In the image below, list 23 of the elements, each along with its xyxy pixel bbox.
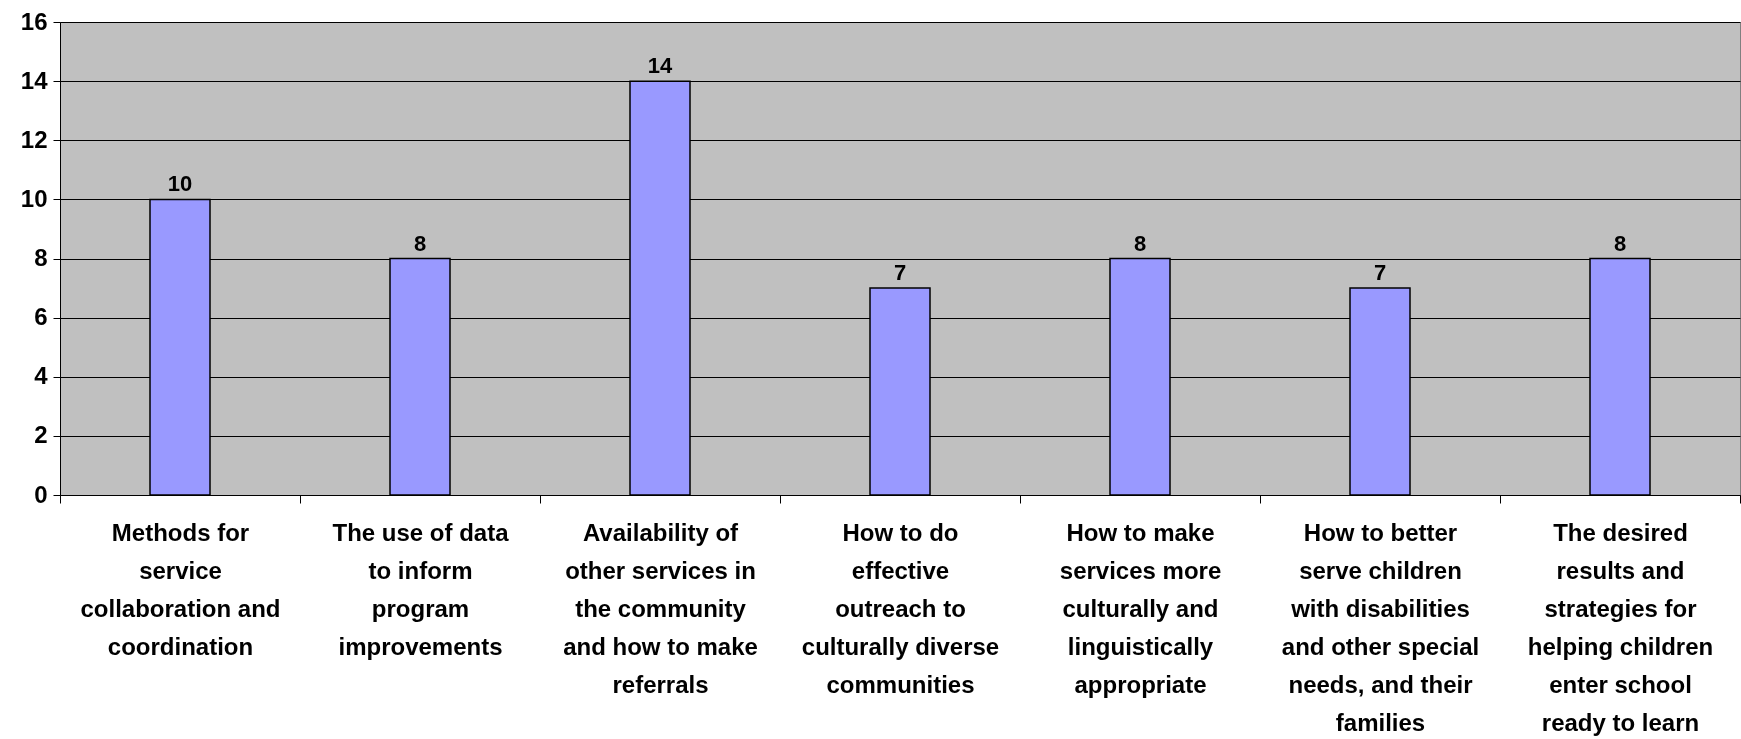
x-tick-label: How to do effective outreach to culturally diverse communities (801, 518, 1000, 698)
data-label: 14 (647, 53, 673, 79)
data-label: 8 (1613, 230, 1627, 256)
x-tick-label: How to better serve children with disabilities and other special needs, and their families (1281, 518, 1480, 736)
y-tick-label: 0 (34, 480, 48, 508)
y-tick-label: 2 (34, 421, 48, 449)
x-tick-label: Availability of other services in the community and how to make referrals (563, 518, 758, 698)
data-label: 7 (1373, 260, 1387, 286)
x-tick-label: The use of data to inform program improvements (332, 518, 510, 660)
y-tick-label: 16 (20, 7, 48, 35)
data-label: 8 (413, 230, 427, 256)
y-tick-label: 4 (34, 362, 49, 390)
data-label: 8 (1133, 230, 1147, 256)
y-tick-label: 14 (20, 66, 49, 94)
data-label: 7 (893, 260, 907, 286)
y-tick-label: 8 (34, 244, 48, 271)
x-tick-label: The desired results and strategies for helping children enter school ready to learn (1527, 518, 1714, 736)
data-label: 10 (167, 171, 193, 197)
y-tick-label: 10 (20, 184, 48, 212)
x-tick-label: How to make services more culturally and linguistically appropriate (1059, 518, 1222, 698)
y-tick-label: 12 (20, 125, 48, 153)
x-tick-label: Methods for service collaboration and coordination (80, 518, 281, 660)
y-tick-label: 6 (34, 303, 48, 331)
